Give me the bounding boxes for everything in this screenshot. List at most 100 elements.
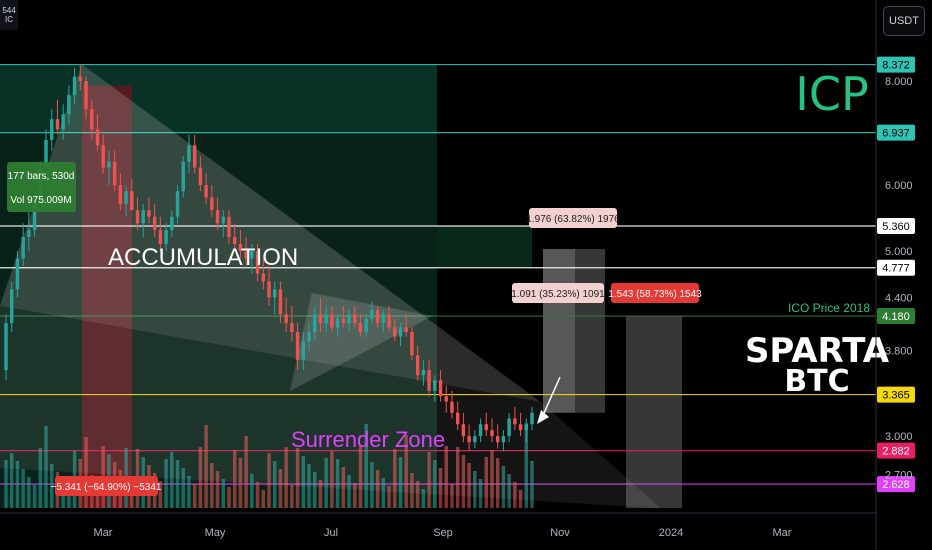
candle-body	[72, 76, 77, 95]
candle-body	[347, 314, 351, 324]
measure-box-3	[626, 316, 682, 508]
candle-body	[530, 412, 534, 425]
candle-body	[330, 314, 334, 328]
volume-bar	[341, 467, 346, 508]
candle-body	[375, 310, 380, 324]
volume-bar	[370, 462, 374, 508]
candle-body	[261, 273, 265, 282]
candle-body	[473, 436, 477, 443]
volume-bar	[255, 482, 260, 508]
volume-bar	[192, 484, 197, 508]
volume-bar	[415, 481, 420, 508]
candle-body	[404, 327, 408, 332]
candle-body	[335, 318, 340, 328]
horizontal-levels: 8.372 6.937 5.360 4.777 4.180 ICO Price 2018 3…	[0, 56, 915, 493]
volume-bar	[187, 476, 191, 508]
candle-body	[4, 323, 8, 371]
volume-bar	[507, 474, 511, 508]
level-tag	[877, 308, 915, 325]
x-tick-label: May	[205, 527, 226, 539]
volume-bar	[387, 486, 391, 508]
symbol-badge[interactable]: 544 IC	[0, 0, 18, 30]
level-label: 5.360	[882, 221, 910, 233]
volume-bar	[267, 453, 271, 508]
volume-bar	[513, 482, 517, 508]
candle-body	[215, 210, 220, 224]
volume-bar	[347, 475, 351, 508]
candle-body	[187, 145, 191, 162]
candle-body	[90, 109, 94, 130]
volume-bar	[21, 469, 25, 508]
candle-body	[393, 327, 397, 337]
bars-info-box	[7, 162, 76, 212]
candle-body	[135, 210, 140, 224]
measure-box-1	[543, 249, 575, 413]
candle-body	[118, 185, 123, 204]
level-tag	[877, 476, 915, 493]
candle-body	[484, 424, 488, 431]
candle-body	[301, 341, 306, 361]
volume-bar	[330, 451, 334, 508]
volume-bar	[4, 460, 8, 508]
volume-bar	[381, 478, 386, 508]
volume-bar	[398, 457, 403, 508]
volume-bar	[324, 458, 328, 508]
volume-bar	[250, 474, 254, 508]
candle-body	[164, 230, 168, 245]
candle-body	[370, 310, 374, 319]
y-tick-label: 6.000	[885, 180, 913, 192]
candle-body	[490, 430, 494, 437]
level-label: 2.628	[882, 479, 910, 491]
candle-body	[501, 436, 506, 443]
candle-body	[232, 236, 237, 245]
volume-bar	[221, 479, 225, 508]
currency-button[interactable]: USDT	[883, 6, 925, 36]
volume-bar	[490, 450, 494, 508]
candle-body	[455, 412, 460, 425]
level-tag	[877, 218, 915, 235]
volume-bar	[501, 466, 506, 508]
candle-body	[147, 210, 151, 217]
candle-body	[421, 370, 426, 376]
volume-bar	[44, 426, 48, 508]
candle-body	[192, 145, 197, 168]
candle-body	[518, 424, 523, 431]
candle-body	[478, 424, 483, 437]
candle-body	[78, 76, 83, 82]
volume-bar	[484, 457, 488, 508]
x-tick-label: Nov	[550, 527, 570, 539]
volume-bar	[421, 489, 426, 508]
candle-body	[107, 161, 111, 168]
volume-bar	[67, 488, 71, 508]
measure-1-box	[529, 208, 617, 228]
candle-body	[181, 161, 185, 192]
volume-bar	[318, 480, 323, 508]
candle-body	[32, 197, 37, 231]
candle-body	[10, 289, 14, 324]
volume-bar	[290, 485, 294, 508]
volume-bar	[10, 453, 14, 508]
level-label: 4.777	[882, 263, 910, 275]
volume-bar	[404, 435, 408, 508]
candle-body	[238, 244, 243, 252]
candle-body	[170, 216, 174, 231]
level-tag	[877, 259, 915, 276]
x-tick-label: Sep	[433, 527, 453, 539]
y-tick-label: 2.700	[885, 469, 913, 481]
volume-bar	[181, 468, 185, 508]
candle-body	[278, 289, 283, 315]
level-label: 3.365	[882, 390, 910, 402]
arrow-head	[537, 410, 549, 424]
candle-body	[427, 370, 431, 391]
level-caption: ICO Price 2018	[788, 301, 870, 315]
candle-body	[67, 94, 71, 115]
candle-body	[84, 81, 88, 110]
candle-body	[358, 323, 363, 332]
candle-body	[21, 236, 25, 259]
volume-bar	[364, 424, 368, 508]
candle-body	[450, 401, 454, 413]
drop-measure-box	[55, 476, 158, 496]
candle-body	[364, 318, 368, 332]
